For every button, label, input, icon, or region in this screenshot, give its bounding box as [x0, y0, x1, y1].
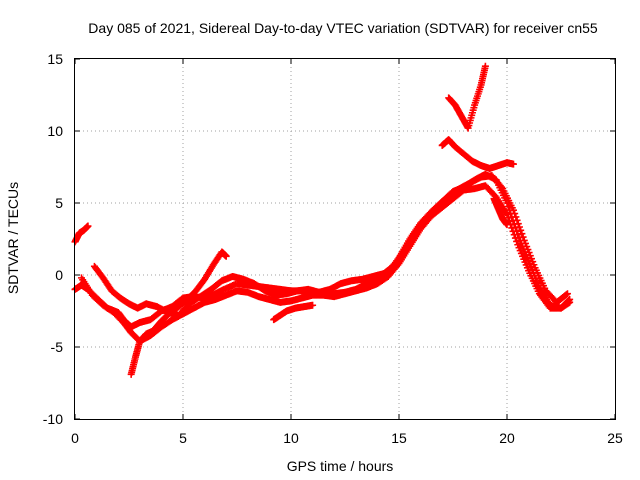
axis-ticks: 0 5 10 15 20 25 -10 -5 0 5 10 15 [43, 51, 623, 446]
data-point-marker [512, 213, 520, 221]
data-point-marker [511, 234, 519, 242]
data-point-marker [511, 210, 519, 218]
data-point-marker [504, 214, 512, 222]
grid-lines [75, 59, 615, 419]
data-point-marker [515, 223, 523, 231]
y-tick-label: 0 [55, 267, 63, 283]
data-point-marker [565, 296, 573, 304]
x-tick-label: 5 [179, 430, 187, 446]
data-point-marker [222, 252, 230, 260]
data-point-marker [84, 222, 92, 230]
x-tick-label: 10 [283, 430, 299, 446]
data-point-marker [497, 183, 505, 191]
data-point-marker [513, 216, 521, 224]
y-axis-label: SDTVAR / TECUs [5, 182, 21, 294]
data-point-marker [513, 237, 521, 245]
x-tick-label: 0 [71, 430, 79, 446]
data-point-marker [309, 301, 317, 309]
data-point-marker [503, 211, 511, 219]
x-tick-label: 15 [391, 430, 407, 446]
data-point-marker [509, 206, 517, 214]
data-point-marker [508, 224, 516, 232]
data-point-marker [519, 233, 527, 241]
data-point-marker [562, 291, 570, 299]
data-point-marker [563, 290, 571, 298]
y-tick-label: 10 [47, 123, 63, 139]
y-tick-label: 15 [47, 51, 63, 67]
data-point-marker [514, 220, 522, 228]
chart-title: Day 085 of 2021, Sidereal Day-to-day VTE… [88, 20, 598, 36]
x-tick-label: 20 [499, 430, 515, 446]
data-point-marker [517, 226, 525, 234]
data-points [71, 62, 574, 378]
data-point-marker [481, 62, 489, 70]
data-point-marker [509, 227, 517, 235]
x-tick-label: 25 [607, 430, 623, 446]
data-point-marker [566, 295, 574, 303]
data-point-marker [503, 221, 511, 229]
plot-frame [74, 58, 616, 420]
data-point-marker [518, 230, 526, 238]
y-tick-label: 5 [55, 195, 63, 211]
data-point-marker [509, 160, 517, 168]
y-tick-label: -5 [51, 339, 64, 355]
y-tick-label: -10 [43, 411, 63, 427]
data-point-marker [510, 231, 518, 239]
x-axis-label: GPS time / hours [287, 458, 394, 474]
